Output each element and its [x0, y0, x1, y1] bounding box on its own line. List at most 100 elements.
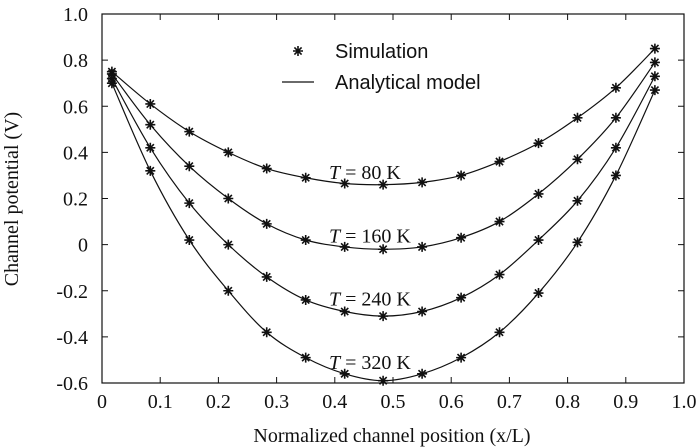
x-tick-label: 0.5: [381, 391, 406, 413]
axis-ticks: 0 0.1 0.2 0.3 0.4 0.5 0.6 0.7 0.8 0.9 1.0 -0.6 -0.4 -…: [56, 4, 696, 413]
y-tick-label: 0.6: [63, 96, 88, 118]
series-point-2: [145, 119, 156, 130]
series-point-3: [494, 269, 505, 280]
legend-star-icon: [293, 46, 303, 56]
series-point-2: [610, 112, 621, 123]
series-point-4: [533, 288, 544, 299]
series-point-1: [300, 172, 311, 183]
x-tick-label: 0.7: [497, 391, 522, 413]
series-point-4: [610, 170, 621, 181]
series-point-3: [417, 306, 428, 317]
series-point-1: [339, 178, 350, 189]
x-tick-label: 0.4: [322, 391, 347, 413]
series-point-4: [456, 352, 467, 363]
x-tick-label: 0: [97, 391, 107, 413]
series-point-1: [494, 156, 505, 167]
series-point-3: [456, 292, 467, 303]
series-point-1: [533, 138, 544, 149]
legend-star-shape: [293, 46, 303, 56]
series-point-1: [572, 112, 583, 123]
series-point-2: [494, 216, 505, 227]
series-point-1: [610, 82, 621, 93]
simulation-markers: [106, 43, 660, 386]
series-point-3: [572, 195, 583, 206]
series-point-2: [456, 232, 467, 243]
series-point-2: [223, 193, 234, 204]
series-point-4: [339, 368, 350, 379]
curve-labels: T = 80 KT = 160 KT = 240 KT = 320 K: [329, 162, 411, 374]
series-point-3: [300, 294, 311, 305]
series-point-4: [261, 327, 272, 338]
x-tick-label: 0.9: [613, 391, 638, 413]
series-line-3: [111, 75, 656, 317]
series-point-4: [572, 237, 583, 248]
x-tick-label: 1.0: [672, 391, 697, 413]
y-tick-label: -0.2: [56, 281, 88, 303]
series-point-1: [456, 170, 467, 181]
legend-label-analytical: Analytical model: [335, 72, 481, 94]
series-point-2: [261, 218, 272, 229]
series-point-2: [339, 241, 350, 252]
series-point-3: [184, 198, 195, 209]
series-point-2: [378, 244, 389, 255]
series-point-1: [261, 163, 272, 174]
x-axis-label: Normalized channel position (x/L): [253, 425, 530, 447]
y-tick-label: 0.8: [63, 50, 88, 72]
series-point-1: [649, 43, 660, 54]
series-point-2: [184, 161, 195, 172]
series-point-4: [649, 85, 660, 96]
curve-label-variable: T: [329, 289, 342, 311]
series-point-3: [533, 235, 544, 246]
y-tick-label: 0: [78, 235, 88, 257]
curve-label-value: = 80 K: [340, 162, 401, 184]
y-tick-label: -0.6: [56, 373, 88, 395]
x-tick-label: 0.2: [206, 391, 231, 413]
series-point-4: [378, 375, 389, 386]
series-point-3: [223, 239, 234, 250]
series-point-1: [184, 126, 195, 137]
analytical-curves: [111, 48, 656, 382]
curve-label-3: T = 240 K: [329, 289, 411, 311]
curve-label-4: T = 320 K: [329, 352, 411, 374]
curve-label-1: T = 80 K: [329, 162, 401, 184]
x-tick-label: 0.3: [264, 391, 289, 413]
curve-label-variable: T: [329, 352, 342, 374]
series-point-1: [223, 147, 234, 158]
curve-label-value: = 240 K: [340, 289, 411, 311]
series-point-4: [184, 235, 195, 246]
y-tick-label: 1.0: [63, 4, 88, 26]
series-point-4: [417, 368, 428, 379]
curve-label-variable: T: [329, 162, 342, 184]
x-tick-label: 0.8: [555, 391, 580, 413]
y-tick-label: 0.4: [63, 142, 88, 164]
curve-label-2: T = 160 K: [329, 225, 411, 247]
series-point-2: [533, 188, 544, 199]
series-point-3: [261, 271, 272, 282]
x-tick-label: 0.6: [439, 391, 464, 413]
series-point-1: [378, 179, 389, 190]
series-point-3: [610, 142, 621, 153]
series-point-1: [417, 177, 428, 188]
legend: Simulation Analytical model: [282, 41, 481, 94]
y-axis-label: Channel potential (V): [1, 112, 23, 286]
series-point-4: [300, 352, 311, 363]
series-point-3: [649, 71, 660, 82]
series-point-2: [300, 235, 311, 246]
x-tick-label: 0.1: [148, 391, 173, 413]
curve-label-variable: T: [329, 225, 342, 247]
series-point-4: [494, 327, 505, 338]
series-point-2: [572, 154, 583, 165]
series-point-3: [339, 306, 350, 317]
series-point-4: [106, 78, 117, 89]
series-point-4: [145, 165, 156, 176]
series-point-3: [145, 142, 156, 153]
series-point-2: [649, 57, 660, 68]
curve-label-value: = 320 K: [340, 352, 411, 374]
legend-label-simulation: Simulation: [335, 41, 428, 63]
series-point-2: [417, 241, 428, 252]
series-point-3: [378, 311, 389, 322]
series-point-4: [223, 285, 234, 296]
y-tick-label: -0.4: [56, 327, 88, 349]
curve-label-value: = 160 K: [340, 225, 411, 247]
